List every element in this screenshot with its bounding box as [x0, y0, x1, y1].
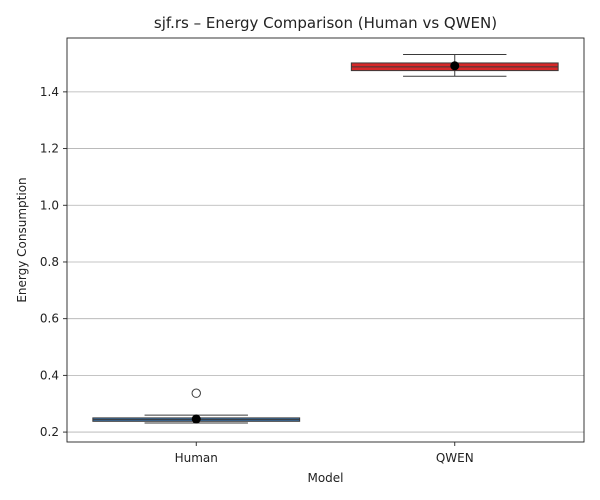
- x-tick-label: QWEN: [436, 451, 474, 465]
- mean-marker: [191, 414, 201, 424]
- chart-title: sjf.rs – Energy Comparison (Human vs QWE…: [154, 14, 497, 32]
- grid-lines: [67, 91, 584, 433]
- y-tick-label: 1.2: [40, 142, 59, 156]
- y-tick-label: 1.0: [40, 198, 59, 212]
- y-tick-label: 0.4: [40, 368, 59, 382]
- axes: 0.2 0.4 0.6 0.8 1.0 1.2 1.4 Human QWEN: [40, 37, 585, 465]
- y-tick-label: 1.4: [40, 85, 59, 99]
- y-axis-label: Energy Consumption: [15, 177, 29, 302]
- y-tick-label: 0.8: [40, 255, 59, 269]
- x-axis-label: Model: [307, 471, 343, 485]
- mean-marker: [450, 61, 460, 71]
- outlier-point: [191, 388, 201, 398]
- plot-area: [92, 53, 559, 424]
- axes-frame: [66, 37, 585, 443]
- y-tick-label: 0.6: [40, 312, 59, 326]
- x-tick-label: Human: [175, 451, 218, 465]
- y-tick-label: 0.2: [40, 425, 59, 439]
